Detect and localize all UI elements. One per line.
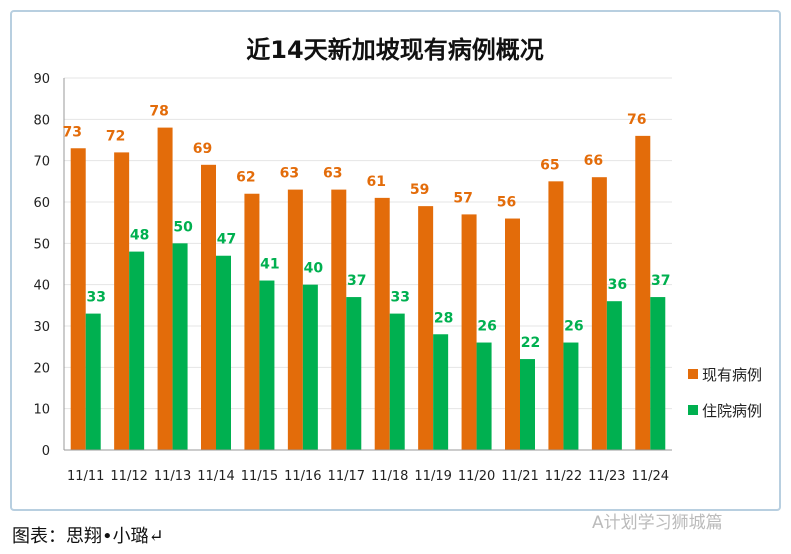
data-label: 22 (521, 335, 540, 351)
y-tick-label: 20 (33, 361, 50, 376)
data-label: 48 (130, 228, 149, 244)
legend-swatch (688, 405, 698, 415)
x-tick-label: 11/19 (414, 469, 451, 484)
data-label: 63 (323, 166, 342, 182)
bar-hospitalized (85, 313, 101, 450)
bar-active (70, 148, 86, 450)
data-label: 65 (540, 157, 559, 173)
data-label: 26 (564, 319, 583, 335)
bar-active (157, 127, 173, 450)
data-label: 69 (193, 141, 212, 157)
chart-title: 近14天新加坡现有病例概况 (246, 36, 543, 64)
data-label: 72 (106, 128, 125, 144)
bar-hospitalized (346, 297, 362, 450)
bar-hospitalized (476, 342, 492, 450)
watermark: A计划学习狮城篇 (592, 513, 723, 533)
bar-active (461, 214, 477, 450)
data-label: 37 (347, 273, 366, 289)
bar-hospitalized (129, 251, 145, 450)
data-label: 57 (453, 190, 472, 206)
data-label: 47 (217, 232, 236, 248)
bar-active (201, 164, 216, 451)
bar-hospitalized (433, 334, 449, 450)
bar-active (548, 181, 564, 451)
data-label: 78 (149, 104, 168, 120)
legend-label: 住院病例 (702, 402, 762, 420)
data-label: 33 (390, 290, 409, 306)
data-label: 37 (651, 273, 670, 289)
x-tick-label: 11/13 (154, 469, 191, 484)
bar-hospitalized (172, 243, 188, 450)
bar-hospitalized (650, 297, 666, 450)
data-label: 73 (62, 124, 81, 140)
legend-label: 现有病例 (702, 366, 762, 384)
x-tick-label: 11/22 (545, 469, 582, 484)
bar-active (591, 177, 607, 450)
data-label: 62 (236, 170, 255, 186)
y-tick-label: 80 (33, 113, 50, 128)
bar-active (114, 152, 130, 450)
data-label: 41 (260, 257, 279, 273)
bar-hospitalized (389, 313, 405, 450)
y-tick-label: 60 (33, 196, 50, 211)
bar-active (331, 189, 347, 450)
caption: 图表：思翔•小璐↵ (12, 526, 164, 547)
legend-swatch (688, 369, 698, 379)
data-label: 33 (86, 290, 105, 306)
data-label: 26 (477, 319, 496, 335)
data-label: 63 (280, 166, 299, 182)
data-label: 66 (584, 153, 603, 169)
y-tick-label: 70 (33, 155, 50, 170)
x-tick-label: 11/23 (588, 469, 625, 484)
bar-hospitalized (606, 301, 622, 450)
data-label: 28 (434, 310, 453, 326)
bar-hospitalized (302, 284, 318, 450)
x-tick-label: 11/20 (458, 469, 495, 484)
y-tick-label: 10 (33, 403, 50, 418)
bar-hospitalized (520, 359, 535, 450)
chart-frame (10, 10, 781, 511)
bar-active (374, 197, 390, 450)
x-tick-label: 11/24 (632, 469, 669, 484)
y-tick-label: 50 (33, 237, 50, 252)
bar-hospitalized (216, 255, 231, 450)
y-tick-label: 0 (42, 444, 50, 459)
x-tick-label: 11/11 (67, 469, 104, 484)
y-tick-label: 40 (33, 279, 50, 294)
x-tick-label: 11/14 (197, 469, 234, 484)
x-tick-label: 11/17 (328, 469, 365, 484)
bar-active (505, 218, 520, 450)
data-label: 50 (173, 219, 193, 235)
data-label: 76 (627, 112, 646, 128)
x-tick-label: 11/18 (371, 469, 408, 484)
x-tick-label: 11/21 (501, 469, 538, 484)
data-label: 40 (304, 261, 324, 277)
y-tick-label: 30 (33, 320, 50, 335)
data-label: 56 (497, 195, 516, 211)
bar-active (635, 135, 651, 450)
x-tick-label: 11/16 (284, 469, 321, 484)
bar-hospitalized (563, 342, 579, 450)
y-tick-label: 90 (33, 72, 50, 87)
data-label: 61 (366, 174, 385, 190)
x-tick-label: 11/15 (241, 469, 278, 484)
data-label: 59 (410, 182, 429, 198)
bar-hospitalized (259, 280, 275, 450)
bar-active (287, 189, 303, 450)
data-label: 36 (608, 277, 627, 293)
x-tick-label: 11/12 (110, 469, 147, 484)
bar-active (244, 193, 260, 450)
bar-active (418, 206, 434, 450)
